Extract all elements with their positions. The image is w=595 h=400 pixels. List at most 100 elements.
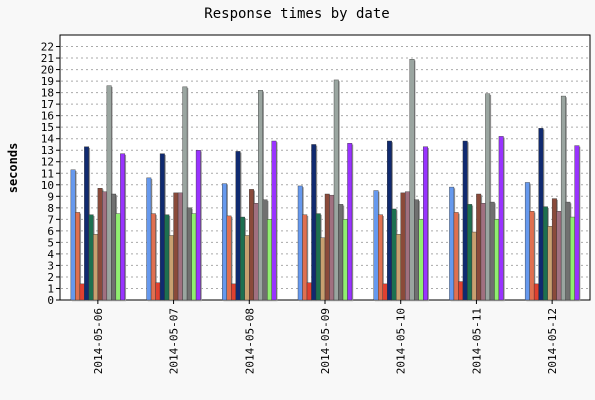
bar xyxy=(222,183,227,301)
bar xyxy=(106,85,112,301)
bar xyxy=(191,213,197,301)
bar xyxy=(320,237,326,301)
bar xyxy=(471,231,477,301)
chart-title: Response times by date xyxy=(204,6,389,22)
y-tick-label: 19 xyxy=(41,75,54,88)
bar xyxy=(547,226,553,301)
bar xyxy=(542,206,548,301)
bar xyxy=(569,216,575,301)
bar xyxy=(574,145,580,301)
bar xyxy=(253,203,259,301)
y-tick-label: 2 xyxy=(47,271,54,284)
bar xyxy=(244,235,250,301)
bar xyxy=(498,136,504,301)
bar xyxy=(267,219,272,301)
bar xyxy=(378,214,383,301)
y-tick-label: 18 xyxy=(41,87,54,100)
y-tick-label: 13 xyxy=(41,144,54,157)
bar xyxy=(387,140,392,301)
x-tick-label: 2014-05-11 xyxy=(470,308,483,374)
y-tick-label: 20 xyxy=(41,64,54,77)
y-tick-label: 15 xyxy=(41,121,54,134)
y-tick-label: 0 xyxy=(47,294,54,307)
bar xyxy=(84,146,90,301)
bar xyxy=(115,213,121,301)
bar xyxy=(453,212,459,301)
y-tick-label: 8 xyxy=(47,202,54,215)
bar xyxy=(342,219,348,301)
bar xyxy=(338,204,344,301)
y-tick-label: 1 xyxy=(47,282,54,295)
bar xyxy=(485,93,491,301)
y-tick-label: 3 xyxy=(47,259,54,272)
bar xyxy=(458,281,464,301)
bar xyxy=(551,198,557,301)
y-tick-label: 21 xyxy=(41,52,54,65)
bar xyxy=(311,144,317,301)
y-tick-label: 7 xyxy=(47,213,54,226)
bar xyxy=(529,211,535,301)
bar xyxy=(476,193,482,301)
y-tick-label: 22 xyxy=(41,41,54,54)
bar xyxy=(449,186,455,301)
bar xyxy=(418,219,424,301)
bar xyxy=(93,234,99,301)
bar xyxy=(306,282,312,301)
bar xyxy=(391,208,397,301)
bar xyxy=(111,193,117,301)
bar xyxy=(405,191,410,301)
x-axis: 2014-05-06 2014-05-07 2014-05-08 2014-05-09… xyxy=(92,300,559,374)
bar xyxy=(240,216,245,301)
y-tick-label: 17 xyxy=(41,98,54,111)
y-tick-label: 4 xyxy=(47,248,54,261)
y-tick-label: 10 xyxy=(41,179,54,192)
bar xyxy=(186,207,192,301)
bar xyxy=(533,283,539,301)
bar xyxy=(102,191,108,301)
x-tick-label: 2014-05-10 xyxy=(395,308,408,374)
x-tick-label: 2014-05-08 xyxy=(243,308,256,374)
x-tick-label: 2014-05-06 xyxy=(92,308,105,374)
bar xyxy=(258,90,263,301)
bar xyxy=(231,283,236,301)
bar xyxy=(396,234,401,301)
bar xyxy=(168,235,174,301)
bar xyxy=(159,153,165,301)
y-tick-label: 6 xyxy=(47,225,54,238)
bar xyxy=(480,203,486,301)
bar xyxy=(226,215,232,301)
bar xyxy=(164,214,170,301)
bar xyxy=(423,146,428,301)
bar xyxy=(494,219,500,301)
bar xyxy=(271,140,277,301)
x-tick-label: 2014-05-07 xyxy=(168,308,181,374)
bar xyxy=(373,190,379,301)
bar xyxy=(333,79,339,301)
y-tick-label: 5 xyxy=(47,236,54,249)
bar xyxy=(146,177,152,301)
bar xyxy=(177,192,183,301)
bar xyxy=(235,151,241,301)
y-tick-label: 14 xyxy=(41,133,55,146)
bar xyxy=(195,150,201,301)
bar xyxy=(97,188,103,301)
bar xyxy=(70,169,76,301)
y-tick-label: 11 xyxy=(41,167,54,180)
bar xyxy=(524,182,530,301)
bar xyxy=(556,211,562,301)
bar xyxy=(565,201,571,301)
bar xyxy=(560,95,566,301)
bar xyxy=(400,192,406,301)
bar xyxy=(150,213,156,301)
bar xyxy=(347,143,353,301)
bar xyxy=(155,282,161,301)
bar xyxy=(79,283,85,301)
bar xyxy=(467,204,473,301)
bar xyxy=(329,194,335,301)
bar xyxy=(173,192,179,301)
y-axis-label: seconds xyxy=(6,143,20,194)
bar xyxy=(315,213,321,301)
y-tick-label: 9 xyxy=(47,190,54,203)
